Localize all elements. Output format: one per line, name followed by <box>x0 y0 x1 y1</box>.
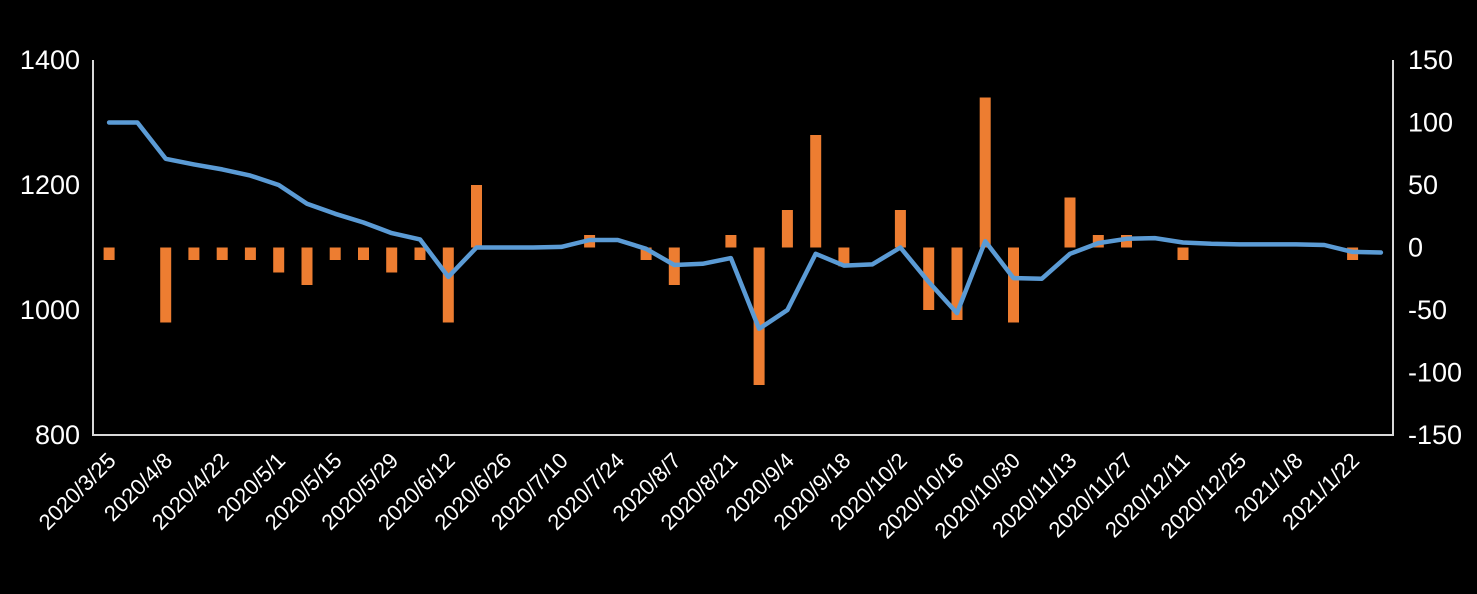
bar <box>753 247 765 385</box>
bar <box>358 247 369 260</box>
axis-frame <box>92 60 1394 436</box>
bar <box>951 247 963 320</box>
bar <box>386 247 398 273</box>
x-tick-label: 2020/3/25 <box>34 448 121 535</box>
y-right-tick-label: -50 <box>1408 295 1447 325</box>
y-right-tick-label: 50 <box>1408 170 1438 200</box>
bar <box>216 247 228 260</box>
bar <box>640 247 652 260</box>
y-left-tick-label: 1000 <box>20 295 80 325</box>
bar <box>838 247 850 267</box>
bar <box>188 247 200 260</box>
y-right-tick-label: -150 <box>1408 420 1462 450</box>
bar <box>273 247 285 273</box>
bar <box>1177 247 1189 260</box>
y-left-tick-label: 1400 <box>20 45 80 75</box>
bar <box>329 247 341 260</box>
bar <box>894 210 906 248</box>
bar <box>160 247 172 323</box>
bar <box>442 247 454 323</box>
y-right-tick-label: 100 <box>1408 108 1453 138</box>
bar <box>810 135 822 248</box>
bar <box>781 210 793 248</box>
y-right-tick-label: -100 <box>1408 358 1462 388</box>
y-right-tick-label: 150 <box>1408 45 1453 75</box>
line-series <box>106 120 1384 332</box>
bar <box>979 97 991 248</box>
bar <box>725 235 737 248</box>
bar <box>244 247 256 260</box>
bar <box>414 247 426 260</box>
bar <box>1064 197 1076 248</box>
bar <box>471 185 482 248</box>
bar <box>103 247 115 260</box>
y-left-tick-label: 800 <box>35 420 80 450</box>
y-left-tick-label: 1200 <box>20 170 80 200</box>
bar <box>1121 235 1132 248</box>
bar <box>1008 247 1019 323</box>
bar <box>301 247 313 285</box>
y-right-tick-label: 0 <box>1408 233 1423 263</box>
